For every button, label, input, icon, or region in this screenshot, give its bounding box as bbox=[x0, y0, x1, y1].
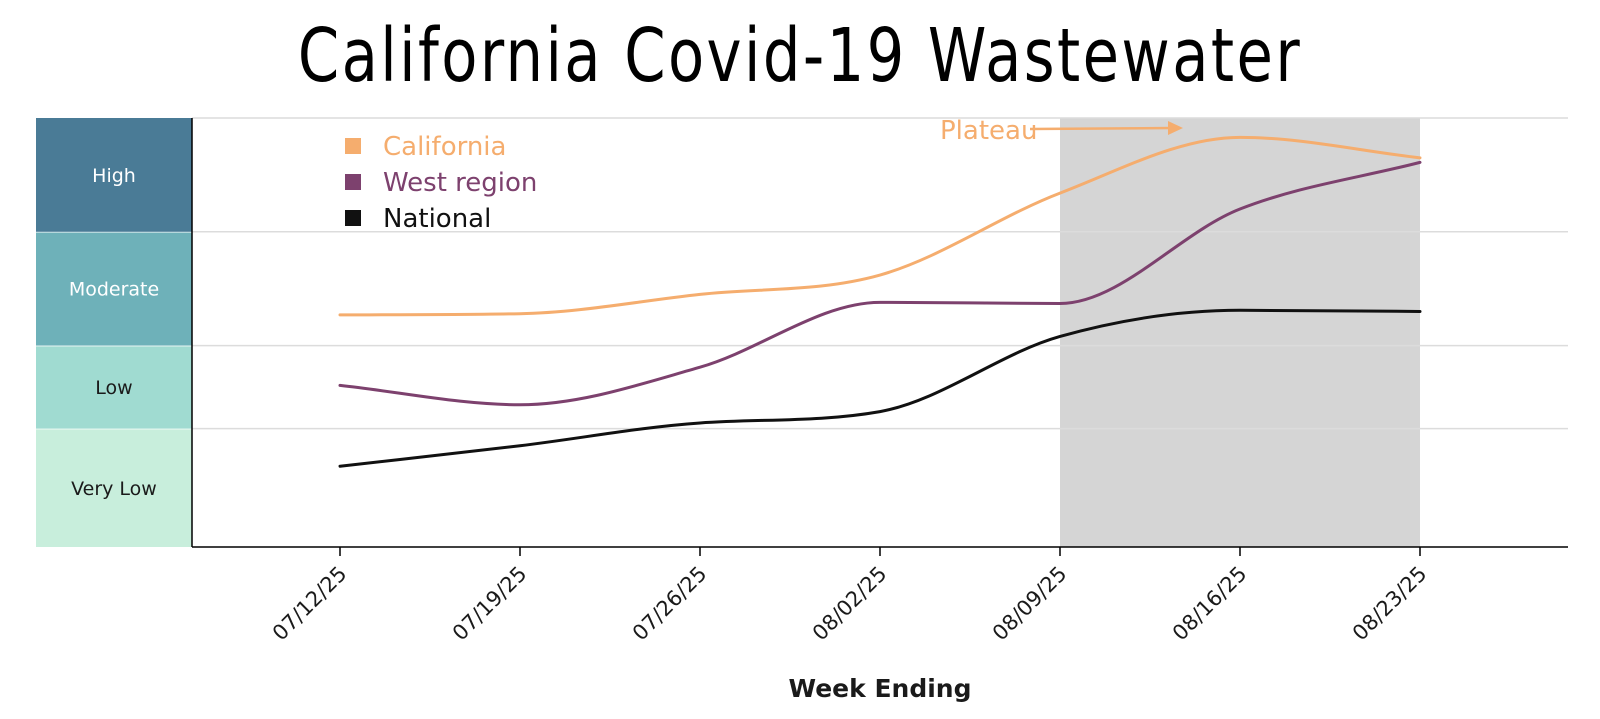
annotation-text: Plateau bbox=[940, 116, 1037, 146]
level-band-high bbox=[36, 118, 192, 232]
legend-swatch bbox=[345, 138, 361, 154]
level-bands: Very Low Low Moderate High bbox=[36, 118, 192, 547]
series-line-west-region bbox=[338, 160, 1422, 407]
shaded-region-group bbox=[1060, 118, 1420, 547]
series-lines bbox=[338, 135, 1422, 468]
x-tick-label: 07/19/25 bbox=[448, 562, 532, 646]
gridlines bbox=[192, 117, 1568, 430]
legend: California West region National bbox=[345, 132, 537, 234]
legend-swatch bbox=[345, 210, 361, 226]
level-label: Very Low bbox=[71, 478, 157, 500]
x-tick-label: 08/23/25 bbox=[1348, 562, 1432, 646]
level-label: Moderate bbox=[69, 279, 159, 301]
x-axis-title: Week Ending bbox=[789, 674, 972, 703]
legend-label: West region bbox=[383, 168, 537, 198]
level-band-low bbox=[36, 345, 192, 429]
x-tick-label: 08/02/25 bbox=[808, 562, 892, 646]
annotation-group: Plateau bbox=[940, 116, 1183, 146]
x-tick-label: 08/16/25 bbox=[1168, 562, 1252, 646]
level-label: Low bbox=[95, 377, 132, 399]
annotation-arrow-head bbox=[1168, 121, 1183, 135]
level-label: High bbox=[92, 165, 136, 187]
series-line-national bbox=[338, 308, 1422, 468]
legend-swatch bbox=[345, 174, 361, 190]
x-ticks: 07/12/25 07/19/25 07/26/25 08/02/25 08/09/25… bbox=[268, 547, 1432, 645]
level-band-very-low bbox=[36, 428, 192, 547]
x-tick-label: 07/26/25 bbox=[628, 562, 712, 646]
level-band-moderate bbox=[36, 231, 192, 346]
legend-label: California bbox=[383, 132, 506, 162]
shaded-region bbox=[1060, 118, 1420, 547]
legend-label: National bbox=[383, 204, 491, 234]
x-tick-label: 07/12/25 bbox=[268, 562, 352, 646]
series-line-california bbox=[338, 135, 1422, 317]
annotation-arrow-line bbox=[1029, 126, 1173, 131]
x-tick-label: 08/09/25 bbox=[988, 562, 1072, 646]
chart-title: California Covid-19 Wastewater bbox=[297, 13, 1303, 99]
